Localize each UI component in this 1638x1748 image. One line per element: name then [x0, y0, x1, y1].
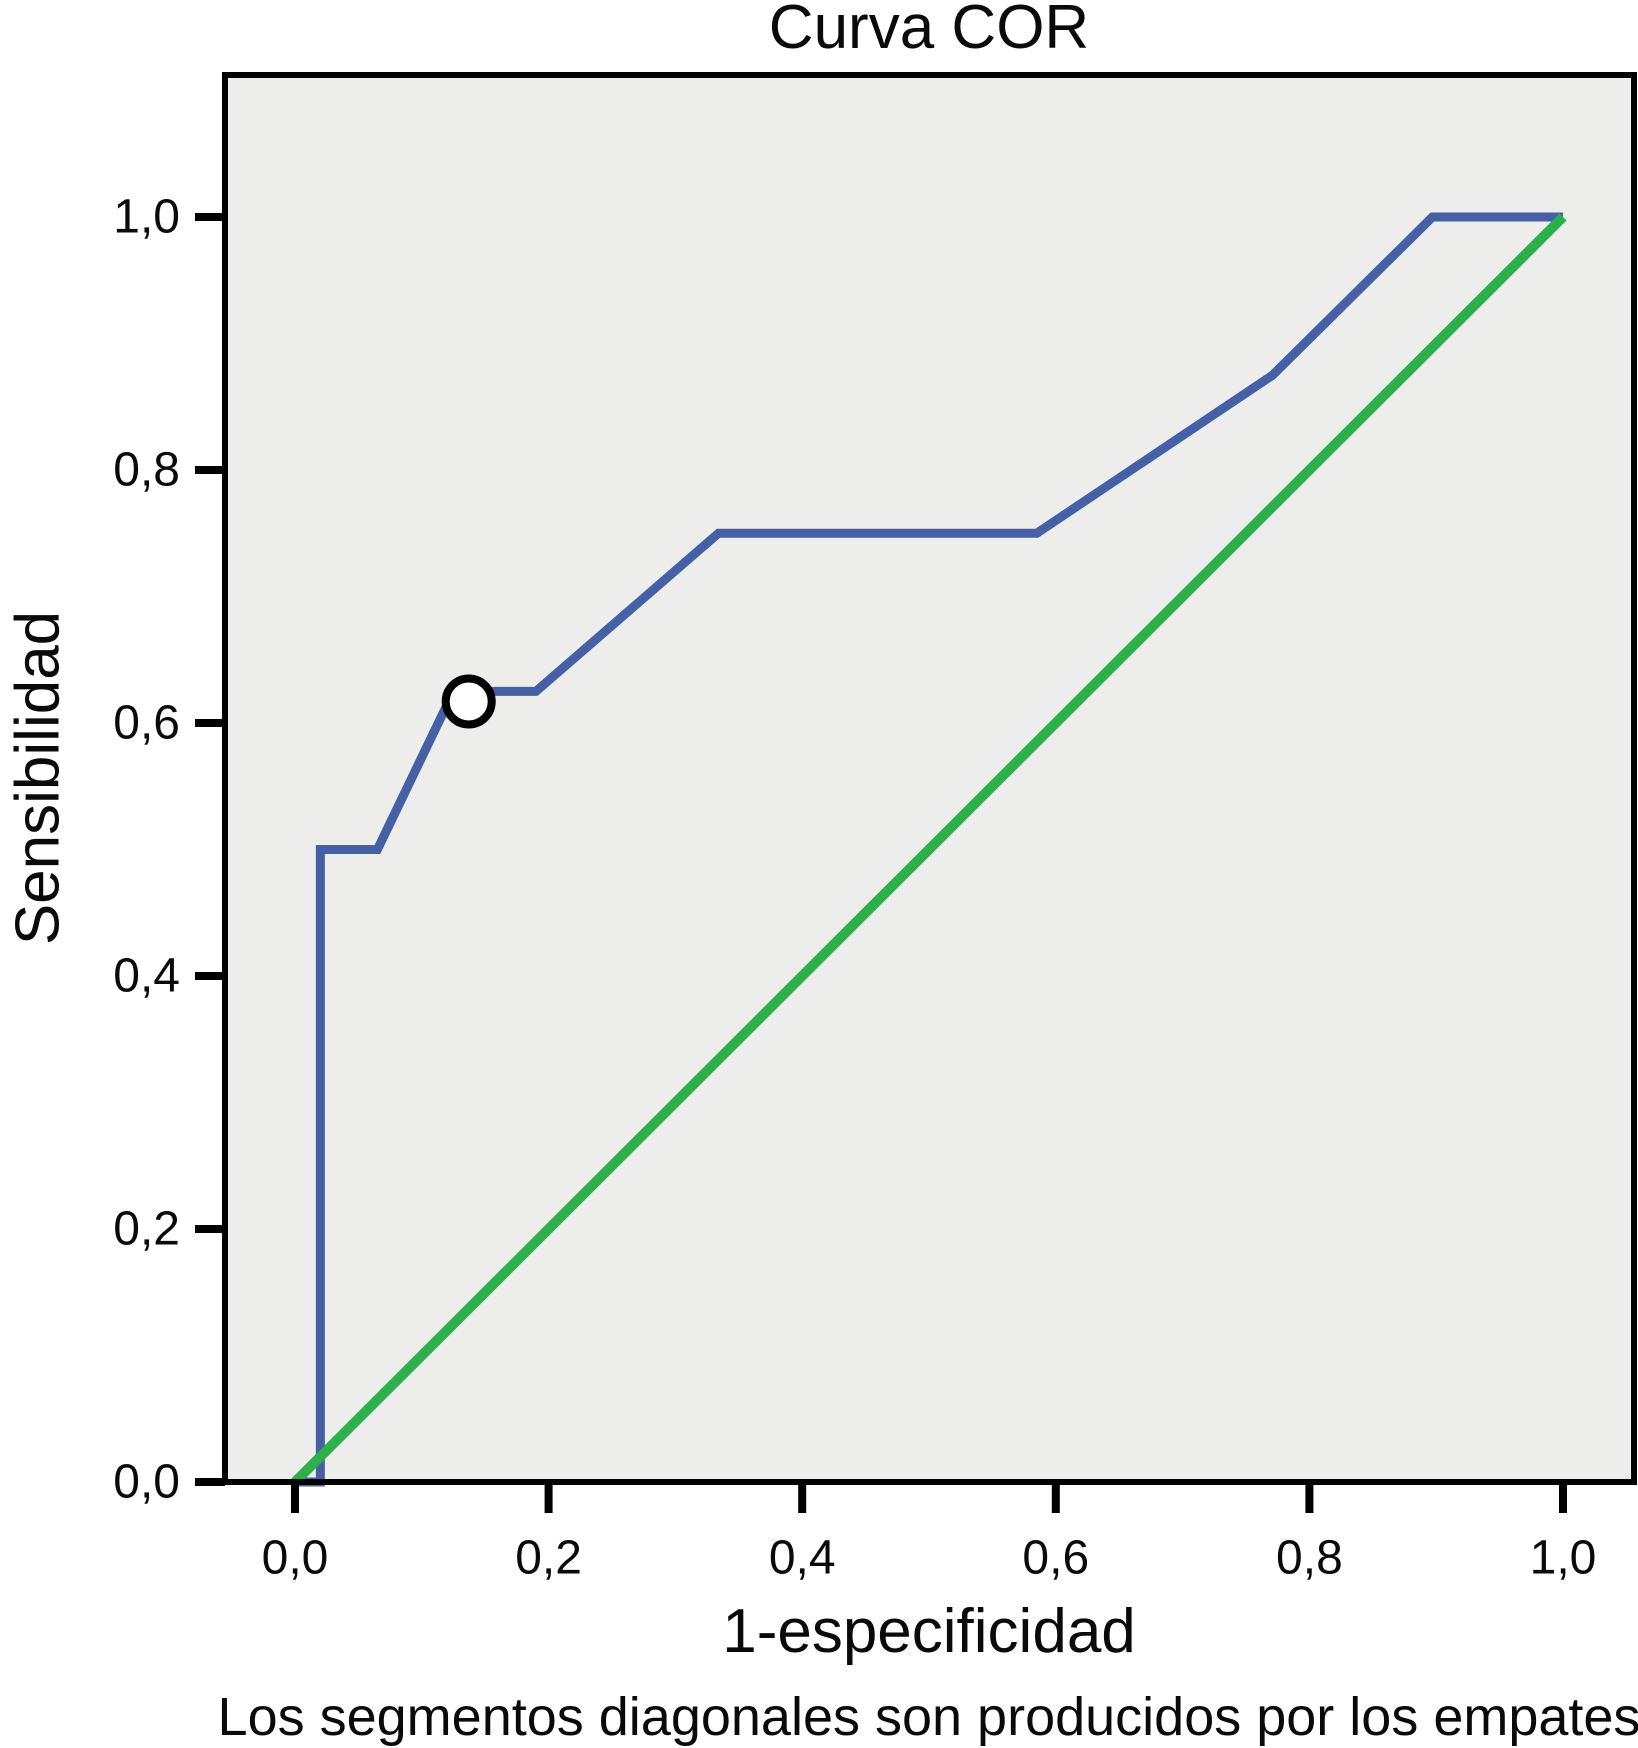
x-tick-label: 0,6	[1022, 1532, 1089, 1585]
y-tick-label: 0,8	[113, 444, 180, 497]
x-axis-label: 1-especificidad	[722, 1597, 1136, 1666]
x-tick-label: 0,8	[1276, 1532, 1343, 1585]
x-tick-label: 0,4	[769, 1532, 836, 1585]
y-tick-label: 0,6	[113, 697, 180, 750]
footnote-caption: Los segmentos diagonales son producidos …	[217, 1687, 1638, 1747]
y-tick-label: 0,2	[113, 1203, 180, 1256]
y-tick-label: 1,0	[113, 191, 180, 244]
cutoff-point-marker	[441, 674, 496, 729]
x-tick-label: 0,0	[262, 1532, 329, 1585]
chart-title: Curva COR	[768, 0, 1090, 62]
plot-background	[225, 75, 1634, 1482]
y-tick-label: 0,4	[113, 950, 180, 1003]
roc-curve-line	[295, 212, 1563, 1487]
x-tick-label: 0,2	[515, 1532, 582, 1585]
x-tick-label: 1,0	[1530, 1532, 1597, 1585]
y-tick-label: 0,0	[113, 1456, 180, 1509]
reference-diagonal-line	[291, 213, 1567, 1486]
plot-border	[222, 72, 1637, 1485]
